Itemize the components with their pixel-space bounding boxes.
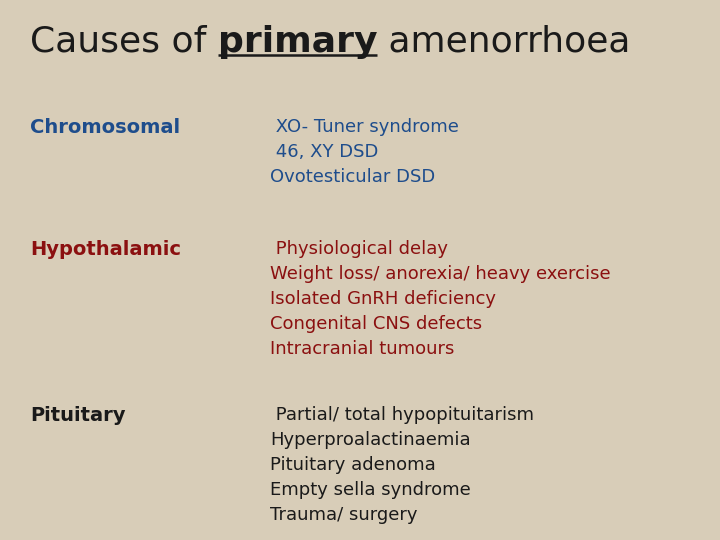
Text: Physiological delay: Physiological delay (270, 240, 448, 258)
Text: primary: primary (218, 25, 377, 59)
Text: Isolated GnRH deficiency: Isolated GnRH deficiency (270, 290, 496, 308)
Text: amenorrhoea: amenorrhoea (377, 25, 631, 59)
Text: Chromosomal: Chromosomal (30, 118, 180, 137)
Text: Pituitary adenoma: Pituitary adenoma (270, 456, 436, 474)
Text: Pituitary: Pituitary (30, 406, 125, 425)
Text: Hypothalamic: Hypothalamic (30, 240, 181, 259)
Text: XO- Tuner syndrome: XO- Tuner syndrome (270, 118, 459, 136)
Text: Congenital CNS defects: Congenital CNS defects (270, 315, 482, 333)
Text: Empty sella syndrome: Empty sella syndrome (270, 481, 471, 499)
Text: 46, XY DSD: 46, XY DSD (270, 143, 379, 161)
Text: Trauma/ surgery: Trauma/ surgery (270, 506, 418, 524)
Text: Intracranial tumours: Intracranial tumours (270, 340, 454, 358)
Text: Ovotesticular DSD: Ovotesticular DSD (270, 168, 436, 186)
Text: Causes of: Causes of (30, 25, 218, 59)
Text: Partial/ total hypopituitarism: Partial/ total hypopituitarism (270, 406, 534, 424)
Text: Weight loss/ anorexia/ heavy exercise: Weight loss/ anorexia/ heavy exercise (270, 265, 611, 283)
Text: Hyperproalactinaemia: Hyperproalactinaemia (270, 431, 471, 449)
